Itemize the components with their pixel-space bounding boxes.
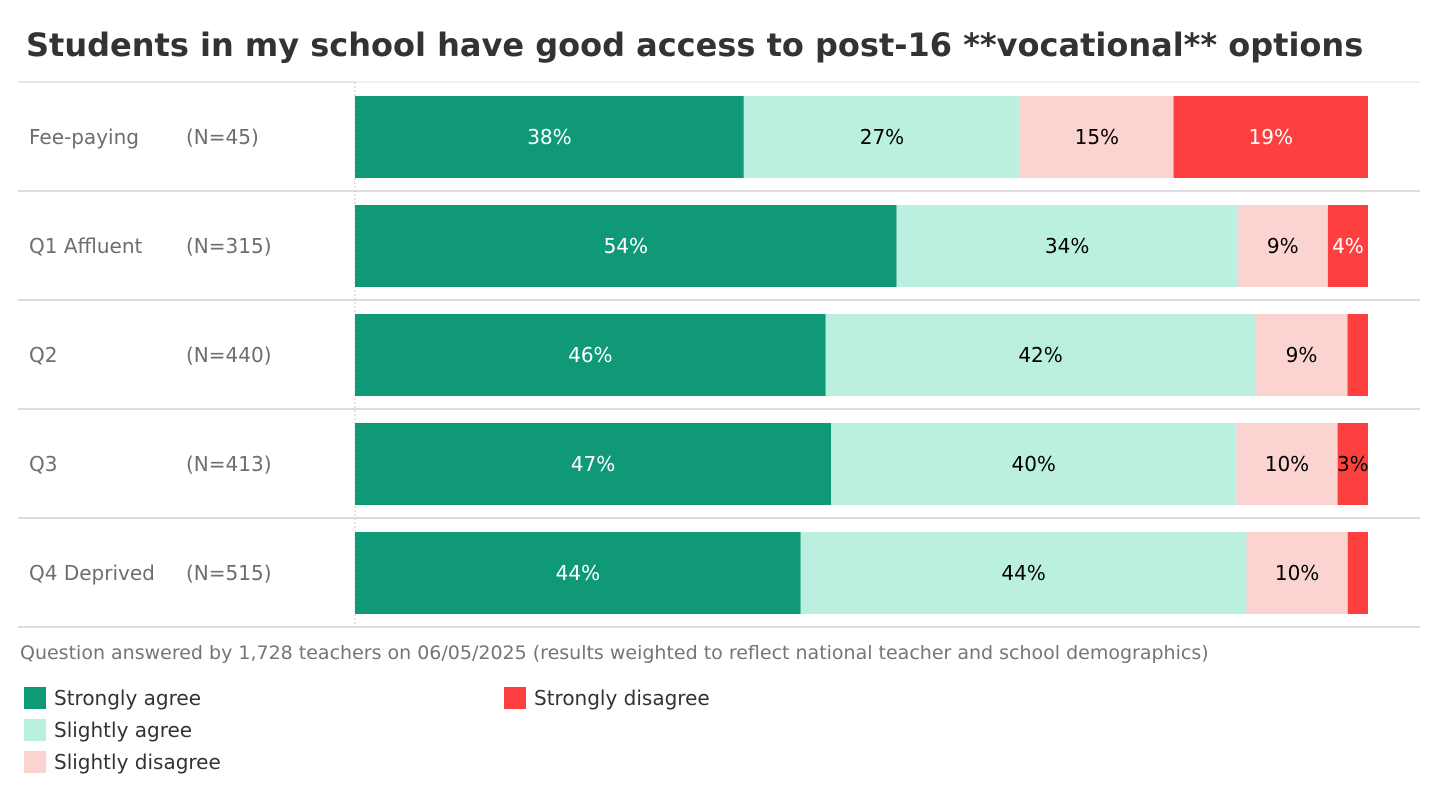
chart-title: Students in my school have good access t… <box>26 26 1364 64</box>
data-label: 47% <box>571 452 615 476</box>
category-label: Q1 Affluent <box>29 234 142 258</box>
bar-segment <box>743 96 1021 178</box>
sample-size-label: (N=413) <box>186 452 272 476</box>
bar-segment <box>355 532 801 614</box>
bar-segment <box>355 423 832 505</box>
data-label: 42% <box>1018 343 1062 367</box>
legend-swatch <box>504 687 526 709</box>
stacked-bar-chart: Fee-paying (N=45) 38% 27% 15% 19% Q1 Affluent (… <box>18 81 1420 628</box>
bar-segment <box>800 532 1247 614</box>
sample-size-label: (N=315) <box>186 234 272 258</box>
legend-swatch <box>24 687 46 709</box>
bar-segment <box>1237 205 1328 287</box>
bar-segment <box>1236 423 1338 505</box>
data-label: 19% <box>1249 125 1293 149</box>
bar-segment <box>1347 314 1368 396</box>
legend-swatch <box>24 751 46 773</box>
chart-footnote: Question answered by 1,728 teachers on 0… <box>20 642 1209 664</box>
bar-segment <box>831 423 1237 505</box>
legend-label: Strongly disagree <box>534 686 710 710</box>
bar-segment <box>1337 423 1368 505</box>
bar-segment <box>1020 96 1174 178</box>
legend-item: Slightly disagree <box>24 750 221 774</box>
category-label: Q2 <box>29 343 57 367</box>
bar-segment <box>825 314 1256 396</box>
data-label: 9% <box>1286 343 1318 367</box>
sample-size-label: (N=515) <box>186 561 272 585</box>
category-label: Q3 <box>29 452 57 476</box>
bar-segment <box>1255 314 1348 396</box>
bar-segment <box>1347 532 1368 614</box>
legend-item: Slightly agree <box>24 718 192 742</box>
data-label: 40% <box>1011 452 1055 476</box>
category-label: Fee-paying <box>29 125 139 149</box>
data-label: 10% <box>1275 561 1319 585</box>
data-label: 9% <box>1267 234 1299 258</box>
chart-legend: Strongly agree Slightly agree Slightly dis… <box>24 686 784 786</box>
data-label: 3% <box>1337 452 1369 476</box>
legend-label: Slightly agree <box>54 718 193 742</box>
legend-item: Strongly disagree <box>504 686 710 710</box>
bar-segment <box>355 314 826 396</box>
bar-segment <box>1246 532 1348 614</box>
bar-segment <box>896 205 1238 287</box>
data-label: 44% <box>1001 561 1045 585</box>
bar-segment <box>355 96 744 178</box>
sample-size-label: (N=440) <box>186 343 272 367</box>
category-label: Q4 Deprived <box>29 561 155 585</box>
legend-swatch <box>24 719 46 741</box>
legend-label: Slightly disagree <box>54 750 221 774</box>
data-label: 4% <box>1332 234 1364 258</box>
data-label: 38% <box>527 125 571 149</box>
bar-segment <box>1173 96 1368 178</box>
data-label: 15% <box>1075 125 1119 149</box>
data-label: 34% <box>1045 234 1089 258</box>
bar-segment <box>355 205 897 287</box>
legend-item: Strongly agree <box>24 686 201 710</box>
data-label: 27% <box>860 125 904 149</box>
legend-label: Strongly agree <box>54 686 202 710</box>
bar-segment <box>1327 205 1368 287</box>
data-label: 10% <box>1265 452 1309 476</box>
data-label: 46% <box>568 343 612 367</box>
data-label: 54% <box>604 234 648 258</box>
sample-size-label: (N=45) <box>186 125 259 149</box>
data-label: 44% <box>556 561 600 585</box>
